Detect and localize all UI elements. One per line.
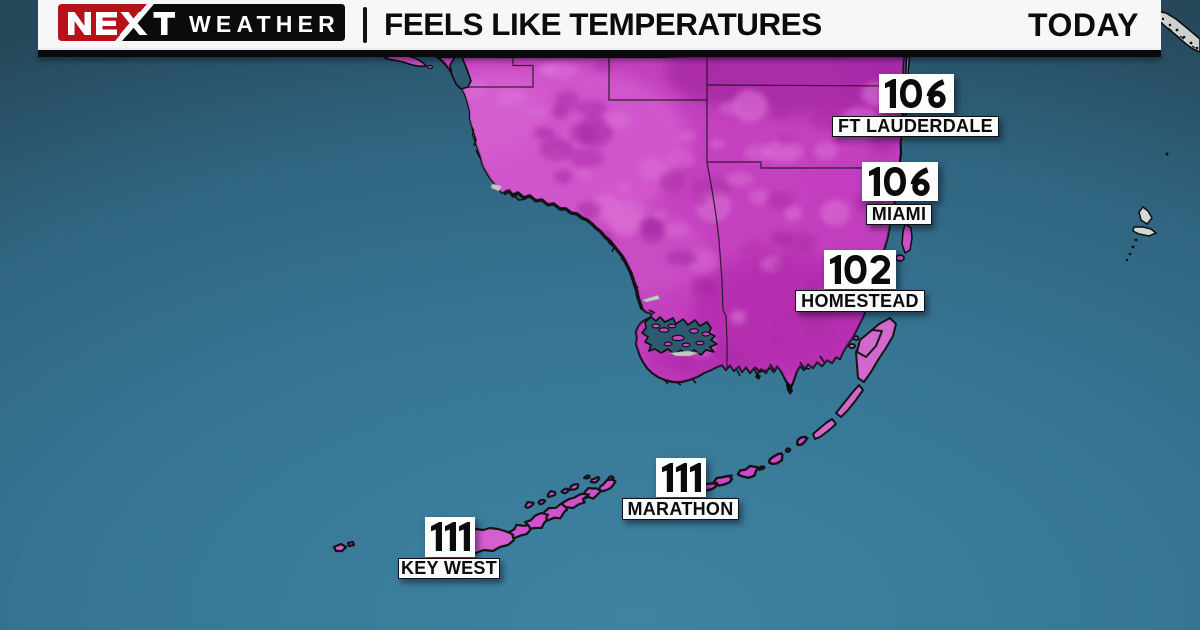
svg-text:WEATHER: WEATHER — [189, 11, 340, 37]
